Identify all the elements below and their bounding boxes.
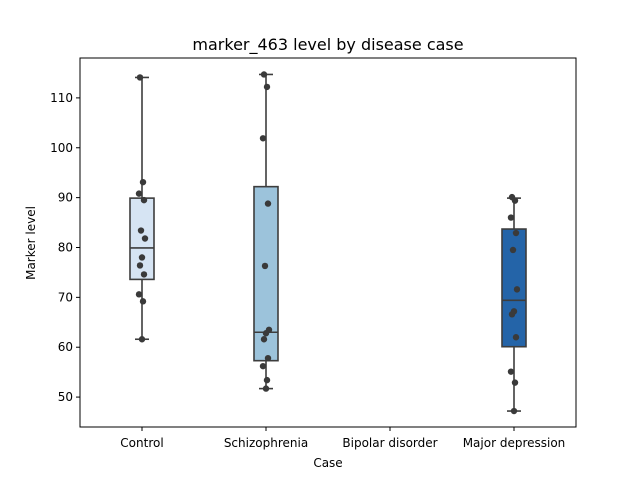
box-major-depression bbox=[501, 228, 527, 348]
data-point bbox=[264, 200, 272, 207]
data-point bbox=[507, 214, 515, 221]
x-tick-label: Schizophrenia bbox=[224, 436, 308, 450]
data-point bbox=[262, 330, 270, 337]
data-point bbox=[135, 190, 143, 197]
data-point bbox=[140, 196, 148, 204]
data-point bbox=[138, 254, 146, 261]
data-point bbox=[136, 262, 144, 269]
data-point bbox=[511, 379, 519, 386]
data-point bbox=[513, 286, 521, 293]
y-tick-label: 100 bbox=[50, 141, 73, 155]
y-tick-label: 60 bbox=[58, 340, 73, 354]
data-point bbox=[263, 83, 271, 91]
y-tick-label: 50 bbox=[58, 390, 73, 404]
x-tick-label: Control bbox=[120, 436, 163, 450]
data-point bbox=[511, 197, 519, 204]
data-point bbox=[512, 229, 520, 237]
data-point bbox=[261, 262, 269, 270]
data-point bbox=[263, 376, 271, 384]
data-point bbox=[262, 385, 270, 392]
y-tick-label: 90 bbox=[58, 191, 73, 205]
x-axis-label: Case bbox=[313, 456, 342, 470]
data-point bbox=[140, 271, 148, 278]
data-point bbox=[136, 74, 144, 81]
data-point bbox=[139, 178, 147, 186]
data-point bbox=[510, 407, 518, 415]
data-point bbox=[138, 336, 146, 343]
x-tick-label: Bipolar disorder bbox=[342, 436, 437, 450]
data-point bbox=[512, 334, 520, 341]
y-tick-label: 70 bbox=[58, 290, 73, 304]
data-point bbox=[260, 71, 268, 78]
data-point bbox=[508, 311, 516, 318]
data-point bbox=[135, 291, 143, 298]
plot-frame bbox=[79, 57, 577, 428]
data-point bbox=[264, 354, 272, 362]
data-point bbox=[137, 227, 145, 234]
plot-area: 50 60 70 80 90 100 110 Control Schizophrenia Bipo… bbox=[50, 57, 577, 450]
data-point bbox=[139, 298, 147, 305]
x-tick-label: Major depression bbox=[463, 436, 566, 450]
data-point bbox=[141, 235, 149, 242]
data-point bbox=[507, 368, 515, 375]
y-axis-label: Marker level bbox=[24, 206, 38, 280]
data-point bbox=[260, 336, 268, 343]
chart-title: marker_463 level by disease case bbox=[192, 35, 463, 55]
data-point bbox=[509, 246, 517, 254]
y-tick-label: 110 bbox=[50, 91, 73, 105]
data-point bbox=[259, 135, 267, 142]
data-point bbox=[259, 362, 267, 370]
y-tick-label: 80 bbox=[58, 240, 73, 254]
